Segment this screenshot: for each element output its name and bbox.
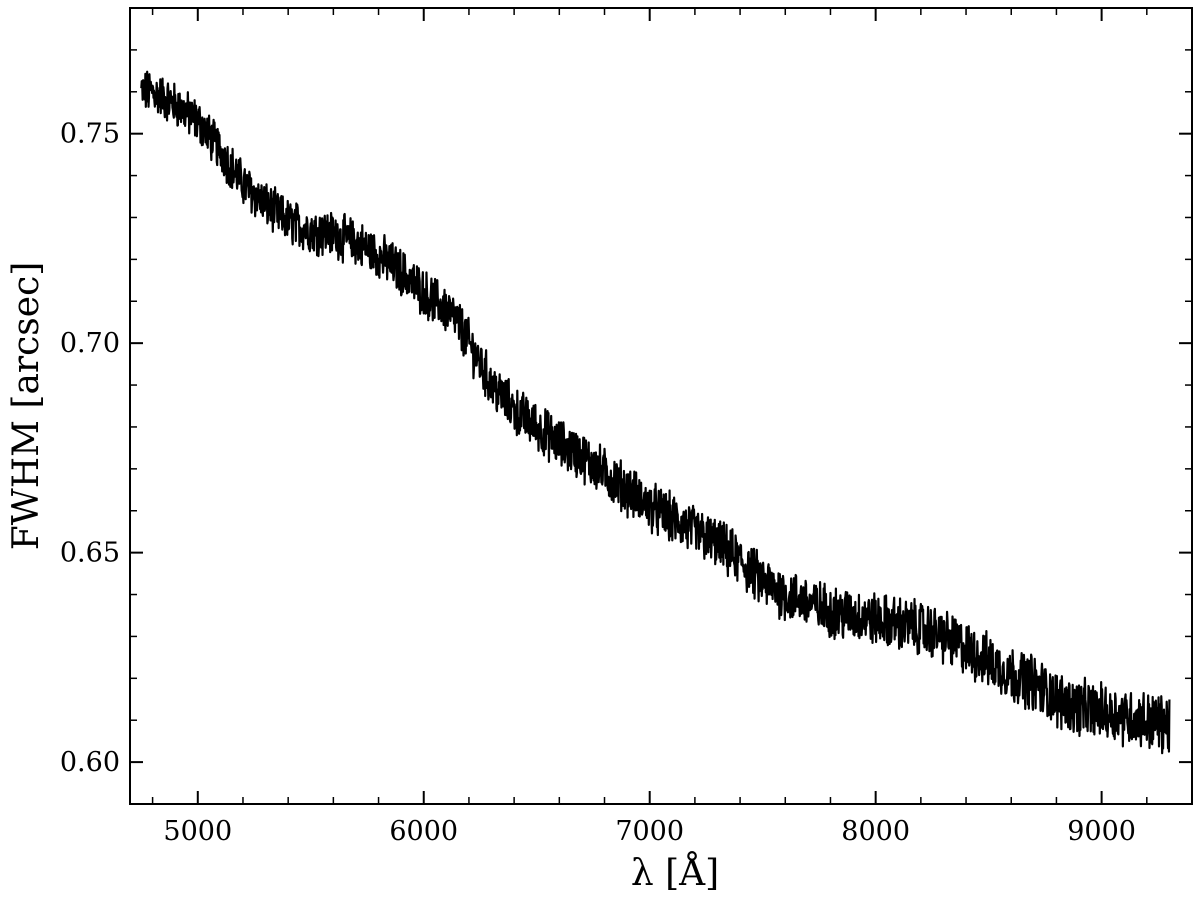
x-tick-label: 8000 — [841, 816, 910, 847]
fwhm-series-line — [140, 70, 1171, 755]
x-tick-label: 5000 — [163, 816, 232, 847]
x-tick-label: 6000 — [389, 816, 458, 847]
label-layer: 5000 6000 7000 8000 9000 0.60 0.65 0.70 0.75 — [60, 119, 1136, 847]
tick-layer — [130, 7, 1193, 805]
y-tick-label: 0.75 — [60, 119, 120, 150]
x-axis-label: λ [Å] — [631, 852, 719, 894]
plot-frame — [129, 7, 1193, 805]
y-axis-label: FWHM [arcsec] — [6, 262, 47, 551]
y-tick-label: 0.70 — [60, 328, 120, 359]
y-tick-label: 0.65 — [60, 538, 120, 569]
x-tick-label: 7000 — [615, 816, 684, 847]
series-layer — [140, 70, 1171, 755]
x-tick-label: 9000 — [1067, 816, 1136, 847]
y-tick-label: 0.60 — [60, 747, 120, 778]
